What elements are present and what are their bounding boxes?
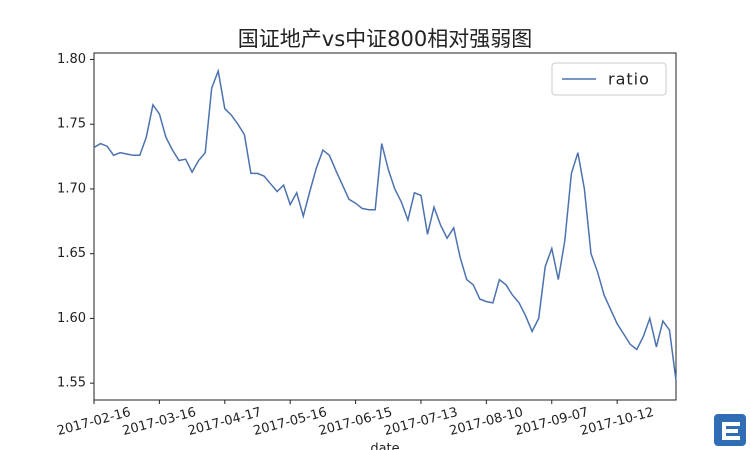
y-tick-label: 1.65 — [57, 246, 86, 261]
plot-frame — [93, 52, 677, 401]
x-tick-label: 2017-06-15 — [317, 405, 394, 439]
logo-icon — [714, 414, 746, 446]
chart-title: 国证地产vs中证800相对强弱图 — [238, 27, 532, 51]
x-tick-label: 2017-07-13 — [383, 405, 460, 439]
line-series — [93, 68, 677, 381]
x-tick-label: 2017-05-16 — [252, 405, 329, 439]
legend-label: ratio — [608, 70, 650, 89]
x-tick-label: 2017-04-17 — [186, 405, 263, 439]
x-tick-label: 2017-02-16 — [56, 405, 133, 439]
x-tick-label: 2017-10-12 — [579, 405, 656, 439]
legend-box — [551, 62, 667, 96]
x-tick-label: 2017-08-10 — [448, 405, 525, 439]
y-tick-label: 1.60 — [57, 311, 86, 326]
x-tick-label: 2017-03-16 — [121, 405, 198, 439]
x-tick-label: 2017-09-07 — [513, 405, 590, 439]
y-tick-label: 1.55 — [57, 376, 86, 391]
y-tick-label: 1.75 — [57, 117, 86, 132]
y-tick-label: 1.80 — [57, 52, 86, 67]
y-tick-label: 1.70 — [57, 181, 86, 196]
x-axis-label: date — [370, 442, 399, 450]
